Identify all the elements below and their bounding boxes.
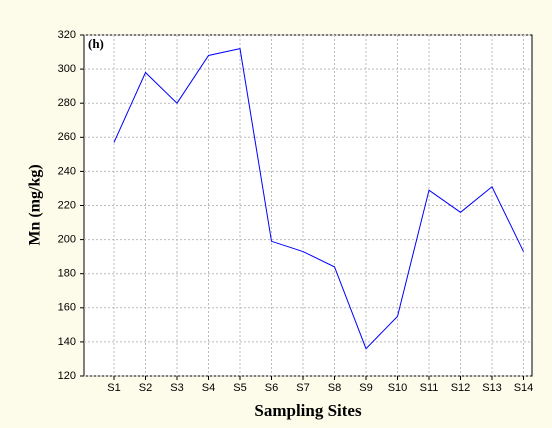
y-axis-label: Mn (mg/kg) bbox=[27, 164, 44, 245]
data-line bbox=[113, 48, 524, 350]
x-tick-label: S8 bbox=[328, 382, 341, 394]
y-tick-label: 280 bbox=[58, 97, 76, 109]
y-tick-label: 320 bbox=[58, 29, 76, 41]
y-tick-label: 300 bbox=[58, 63, 76, 75]
x-tick-label: S12 bbox=[451, 382, 471, 394]
y-tick-label: 160 bbox=[58, 302, 76, 314]
x-tick-label: S11 bbox=[420, 382, 439, 394]
x-tick-label: S1 bbox=[107, 382, 120, 394]
y-tick-label: 140 bbox=[58, 336, 76, 348]
x-tick-label: S7 bbox=[296, 382, 309, 394]
x-tick-label: S4 bbox=[202, 382, 215, 394]
x-tick-label: S5 bbox=[233, 382, 246, 394]
x-tick-label: S13 bbox=[482, 382, 502, 394]
x-tick-label: S10 bbox=[388, 382, 408, 394]
x-axis-label: Sampling Sites bbox=[254, 401, 362, 420]
y-tick-label: 240 bbox=[58, 165, 76, 177]
y-tick-label: 220 bbox=[58, 199, 76, 211]
x-tick-label: S6 bbox=[265, 382, 278, 394]
x-tick-label: S2 bbox=[139, 382, 152, 394]
y-tick-label: 260 bbox=[58, 131, 76, 143]
x-tick-label: S3 bbox=[170, 382, 183, 394]
annotation: (h) bbox=[88, 36, 104, 51]
y-tick-label: 200 bbox=[58, 234, 76, 246]
y-tick-label: 120 bbox=[58, 370, 76, 382]
y-tick-label: 180 bbox=[58, 268, 76, 280]
x-tick-label: S14 bbox=[514, 382, 534, 394]
x-tick-label: S9 bbox=[359, 382, 372, 394]
